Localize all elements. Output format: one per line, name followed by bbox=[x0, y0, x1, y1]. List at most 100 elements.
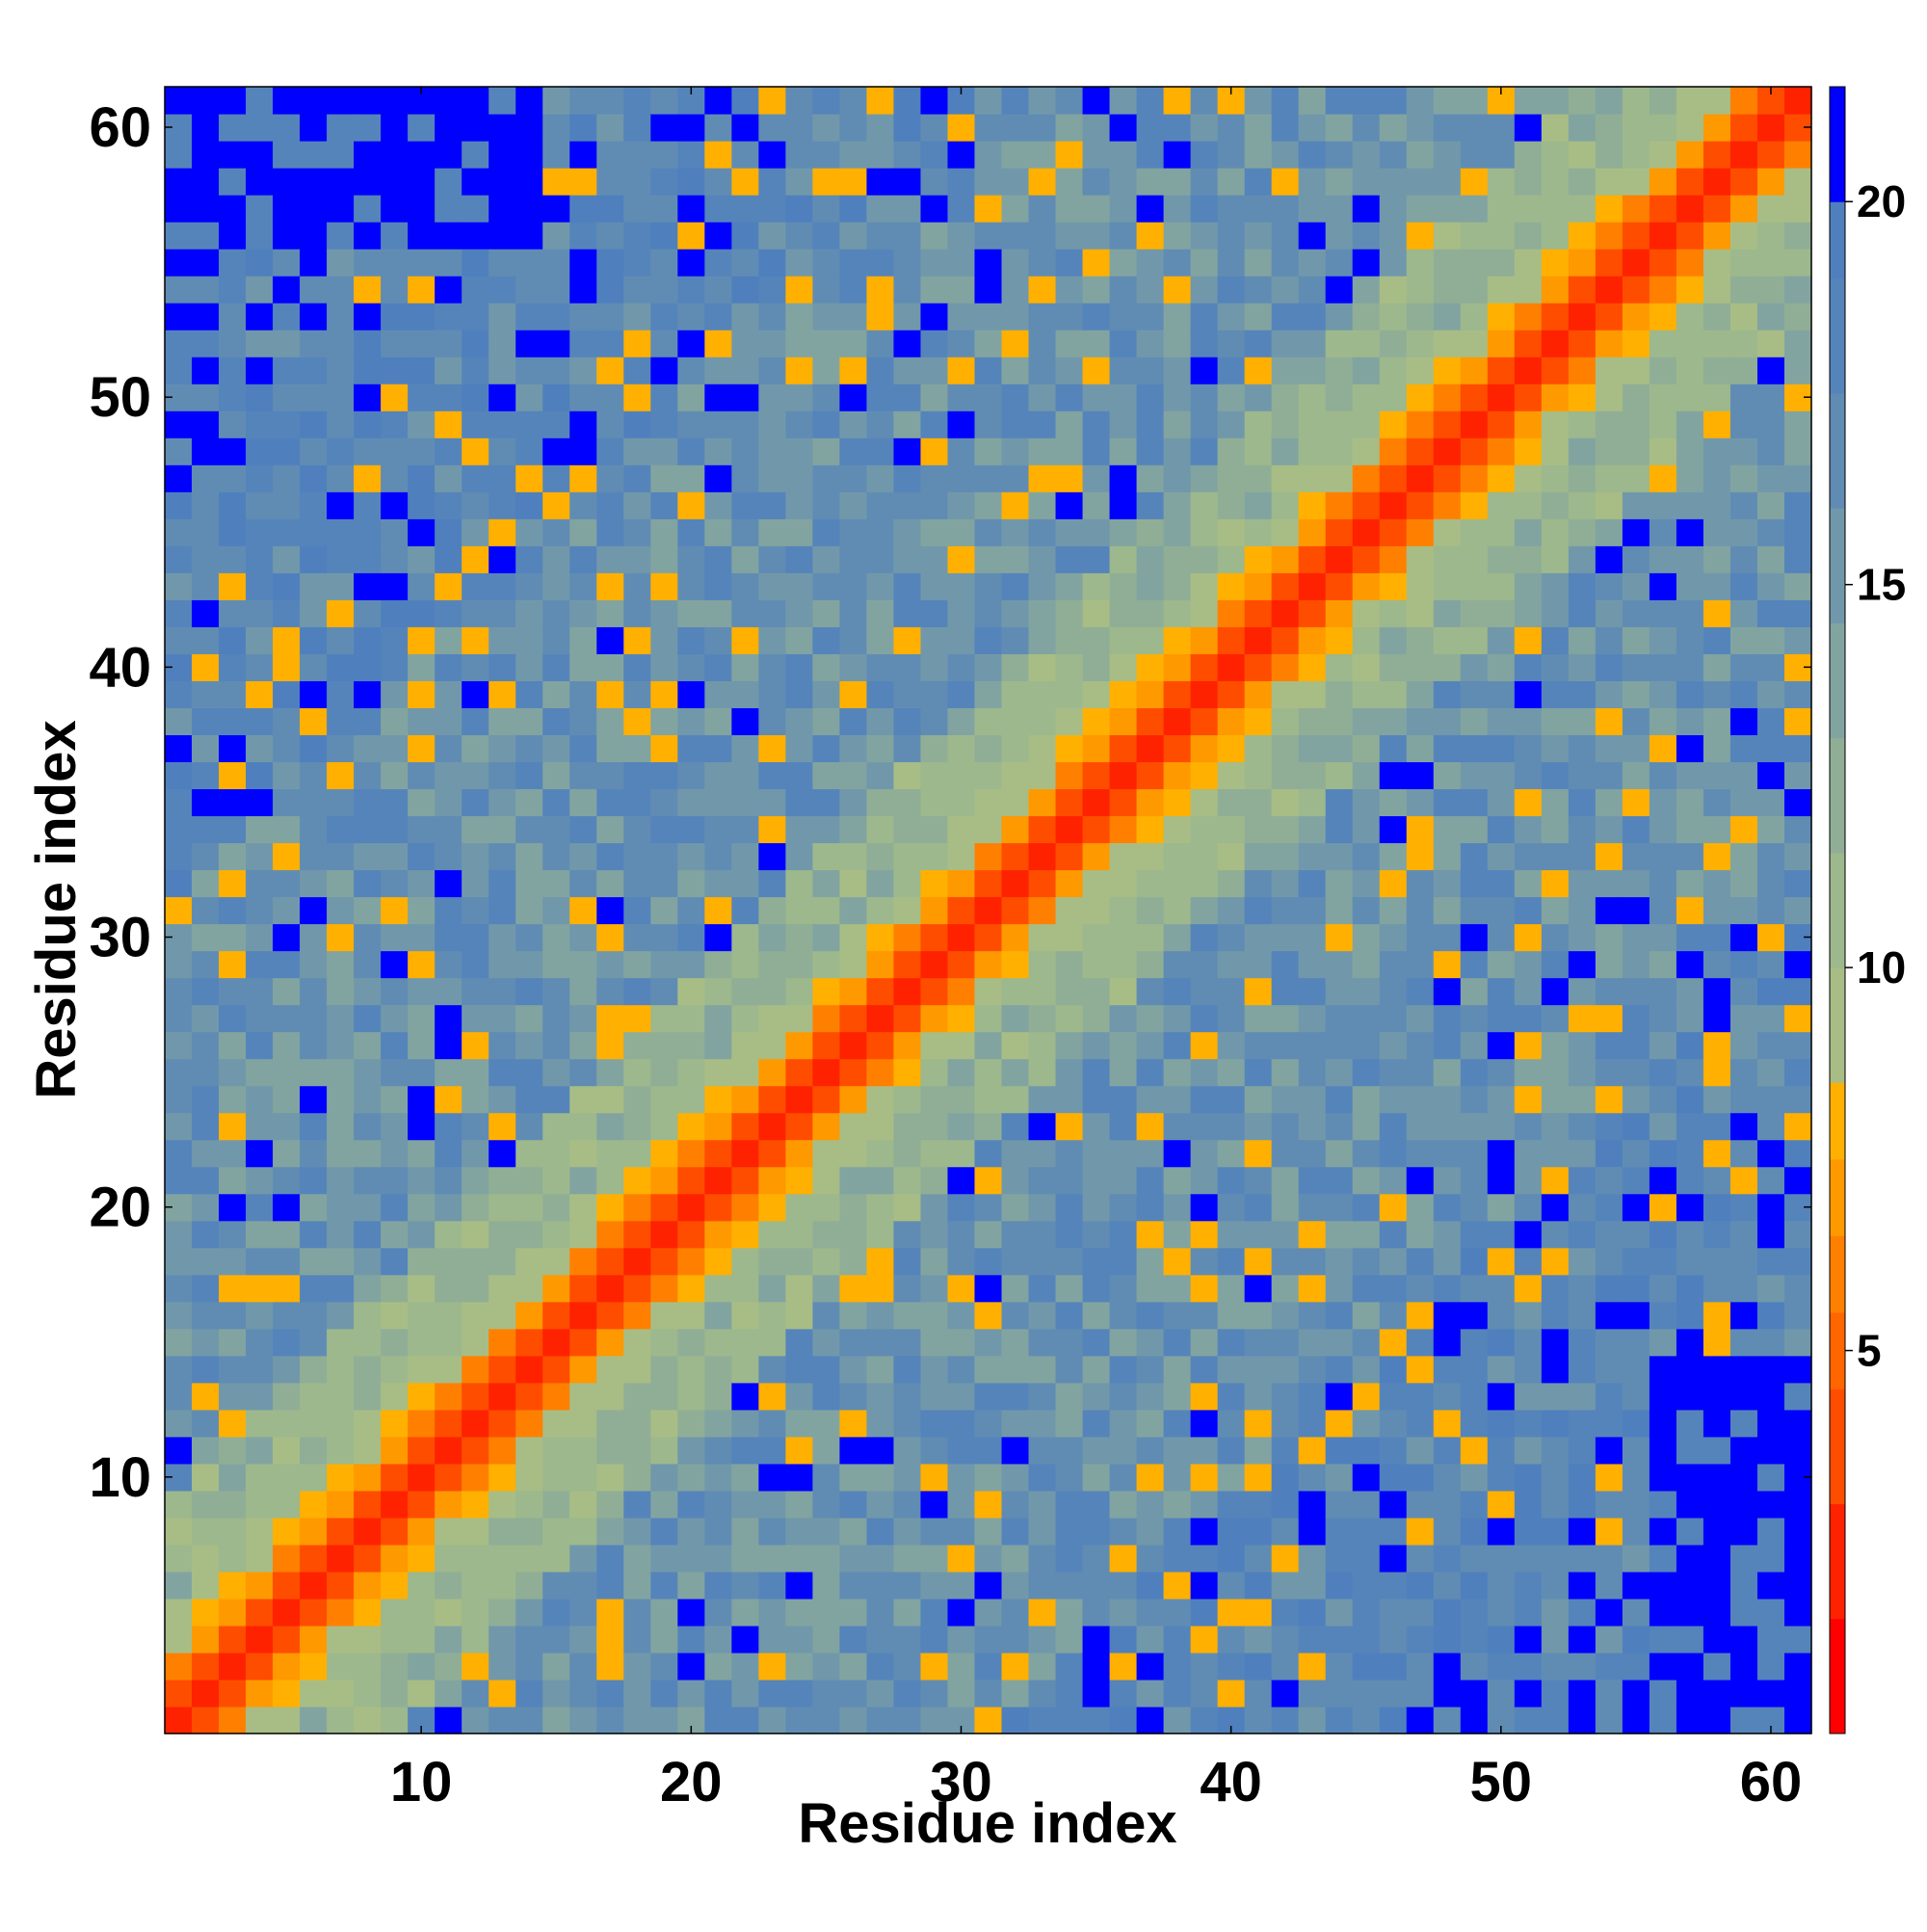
heatmap-cell bbox=[1163, 869, 1192, 898]
heatmap-cell bbox=[1676, 1409, 1704, 1438]
heatmap-cell bbox=[488, 1112, 516, 1141]
heatmap-cell bbox=[462, 680, 489, 708]
heatmap-cell bbox=[542, 1679, 570, 1707]
heatmap-cell bbox=[812, 1517, 841, 1546]
heatmap-cell bbox=[1622, 896, 1650, 925]
heatmap-cell bbox=[300, 518, 328, 546]
heatmap-cell bbox=[569, 1625, 597, 1654]
heatmap-cell bbox=[1514, 1220, 1543, 1249]
heatmap-cell bbox=[1352, 437, 1381, 465]
heatmap-cell bbox=[596, 1490, 624, 1519]
heatmap-cell bbox=[1163, 1517, 1192, 1546]
heatmap-cell bbox=[1244, 1139, 1273, 1168]
heatmap-cell bbox=[327, 572, 355, 600]
heatmap-cell bbox=[165, 1058, 193, 1087]
heatmap-cell bbox=[1676, 1004, 1704, 1033]
heatmap-cell bbox=[300, 491, 328, 519]
heatmap-cell bbox=[1325, 1139, 1354, 1168]
heatmap-cell bbox=[192, 1220, 220, 1249]
heatmap-cell bbox=[300, 249, 328, 277]
heatmap-cell bbox=[812, 303, 841, 331]
heatmap-cell bbox=[947, 1436, 976, 1465]
x-axis-title: Residue index bbox=[798, 1792, 1176, 1855]
heatmap-cell bbox=[300, 114, 328, 142]
heatmap-cell bbox=[1487, 1085, 1516, 1114]
heatmap-cell bbox=[650, 1166, 678, 1195]
heatmap-cell bbox=[1406, 788, 1435, 817]
heatmap-cell bbox=[1783, 141, 1812, 169]
heatmap-cell bbox=[1217, 1139, 1246, 1168]
heatmap-cell bbox=[596, 1328, 624, 1357]
heatmap-cell bbox=[273, 1517, 301, 1546]
heatmap-cell bbox=[839, 357, 868, 384]
heatmap-cell bbox=[1514, 1139, 1543, 1168]
heatmap-cell bbox=[327, 357, 355, 384]
heatmap-cell bbox=[327, 1571, 355, 1600]
heatmap-cell bbox=[1406, 734, 1435, 763]
heatmap-cell bbox=[1028, 1409, 1057, 1438]
heatmap-cell bbox=[1325, 276, 1354, 304]
heatmap-cell bbox=[1379, 680, 1408, 708]
heatmap-cell bbox=[1433, 1409, 1462, 1438]
heatmap-cell bbox=[1595, 141, 1623, 169]
heatmap-cell bbox=[974, 384, 1003, 411]
heatmap-cell bbox=[300, 1679, 328, 1707]
heatmap-cell bbox=[381, 707, 409, 735]
heatmap-cell bbox=[1217, 1355, 1246, 1384]
heatmap-cell bbox=[1271, 141, 1300, 169]
heatmap-cell bbox=[758, 1409, 786, 1438]
heatmap-cell bbox=[866, 1679, 895, 1707]
heatmap-cell bbox=[785, 491, 813, 519]
heatmap-cell bbox=[1244, 384, 1273, 411]
heatmap-cell bbox=[488, 869, 516, 898]
heatmap-cell bbox=[1676, 1598, 1704, 1627]
heatmap-cell bbox=[596, 977, 624, 1006]
heatmap-cell bbox=[920, 1382, 949, 1411]
heatmap-cell bbox=[165, 491, 193, 519]
heatmap-cell bbox=[596, 357, 624, 384]
heatmap-cell bbox=[1082, 896, 1111, 925]
heatmap-cell bbox=[947, 626, 976, 654]
heatmap-cell bbox=[947, 1625, 976, 1654]
heatmap-cell bbox=[974, 1166, 1003, 1195]
heatmap-cell bbox=[839, 168, 868, 196]
heatmap-cell bbox=[1649, 195, 1677, 223]
heatmap-cell bbox=[1379, 276, 1408, 304]
heatmap-cell bbox=[381, 599, 409, 627]
heatmap-cell bbox=[381, 518, 409, 546]
heatmap-cell bbox=[947, 222, 976, 250]
colorbar-band bbox=[1830, 1082, 1845, 1160]
heatmap-cell bbox=[1756, 680, 1785, 708]
heatmap-cell bbox=[1676, 1517, 1704, 1546]
heatmap-cell bbox=[1217, 357, 1246, 384]
heatmap-cell bbox=[219, 1436, 247, 1465]
heatmap-cell bbox=[1271, 1031, 1300, 1060]
heatmap-cell bbox=[273, 680, 301, 708]
heatmap-cell bbox=[1487, 572, 1516, 600]
heatmap-cell bbox=[1406, 1490, 1435, 1519]
heatmap-cell bbox=[327, 1382, 355, 1411]
heatmap-cell bbox=[1676, 141, 1704, 169]
heatmap-cell bbox=[1136, 1625, 1165, 1654]
heatmap-cell bbox=[462, 761, 489, 790]
heatmap-cell bbox=[1109, 896, 1138, 925]
heatmap-cell bbox=[704, 1517, 732, 1546]
heatmap-cell bbox=[1433, 599, 1462, 627]
heatmap-cell bbox=[327, 1328, 355, 1357]
heatmap-cell bbox=[1568, 977, 1597, 1006]
heatmap-cell bbox=[1217, 1679, 1246, 1707]
heatmap-cell bbox=[1190, 1598, 1219, 1627]
heatmap-cell bbox=[974, 788, 1003, 817]
heatmap-cell bbox=[219, 734, 247, 763]
heatmap-cell bbox=[974, 1247, 1003, 1276]
heatmap-cell bbox=[1568, 1679, 1597, 1707]
heatmap-cell bbox=[704, 141, 732, 169]
heatmap-cell bbox=[1001, 572, 1030, 600]
heatmap-cell bbox=[1217, 330, 1246, 357]
heatmap-cell bbox=[1406, 437, 1435, 465]
heatmap-cell bbox=[1595, 1571, 1623, 1600]
heatmap-cell bbox=[1433, 896, 1462, 925]
heatmap-cell bbox=[1783, 734, 1812, 763]
heatmap-cell bbox=[1082, 1490, 1111, 1519]
heatmap-cell bbox=[435, 1436, 462, 1465]
